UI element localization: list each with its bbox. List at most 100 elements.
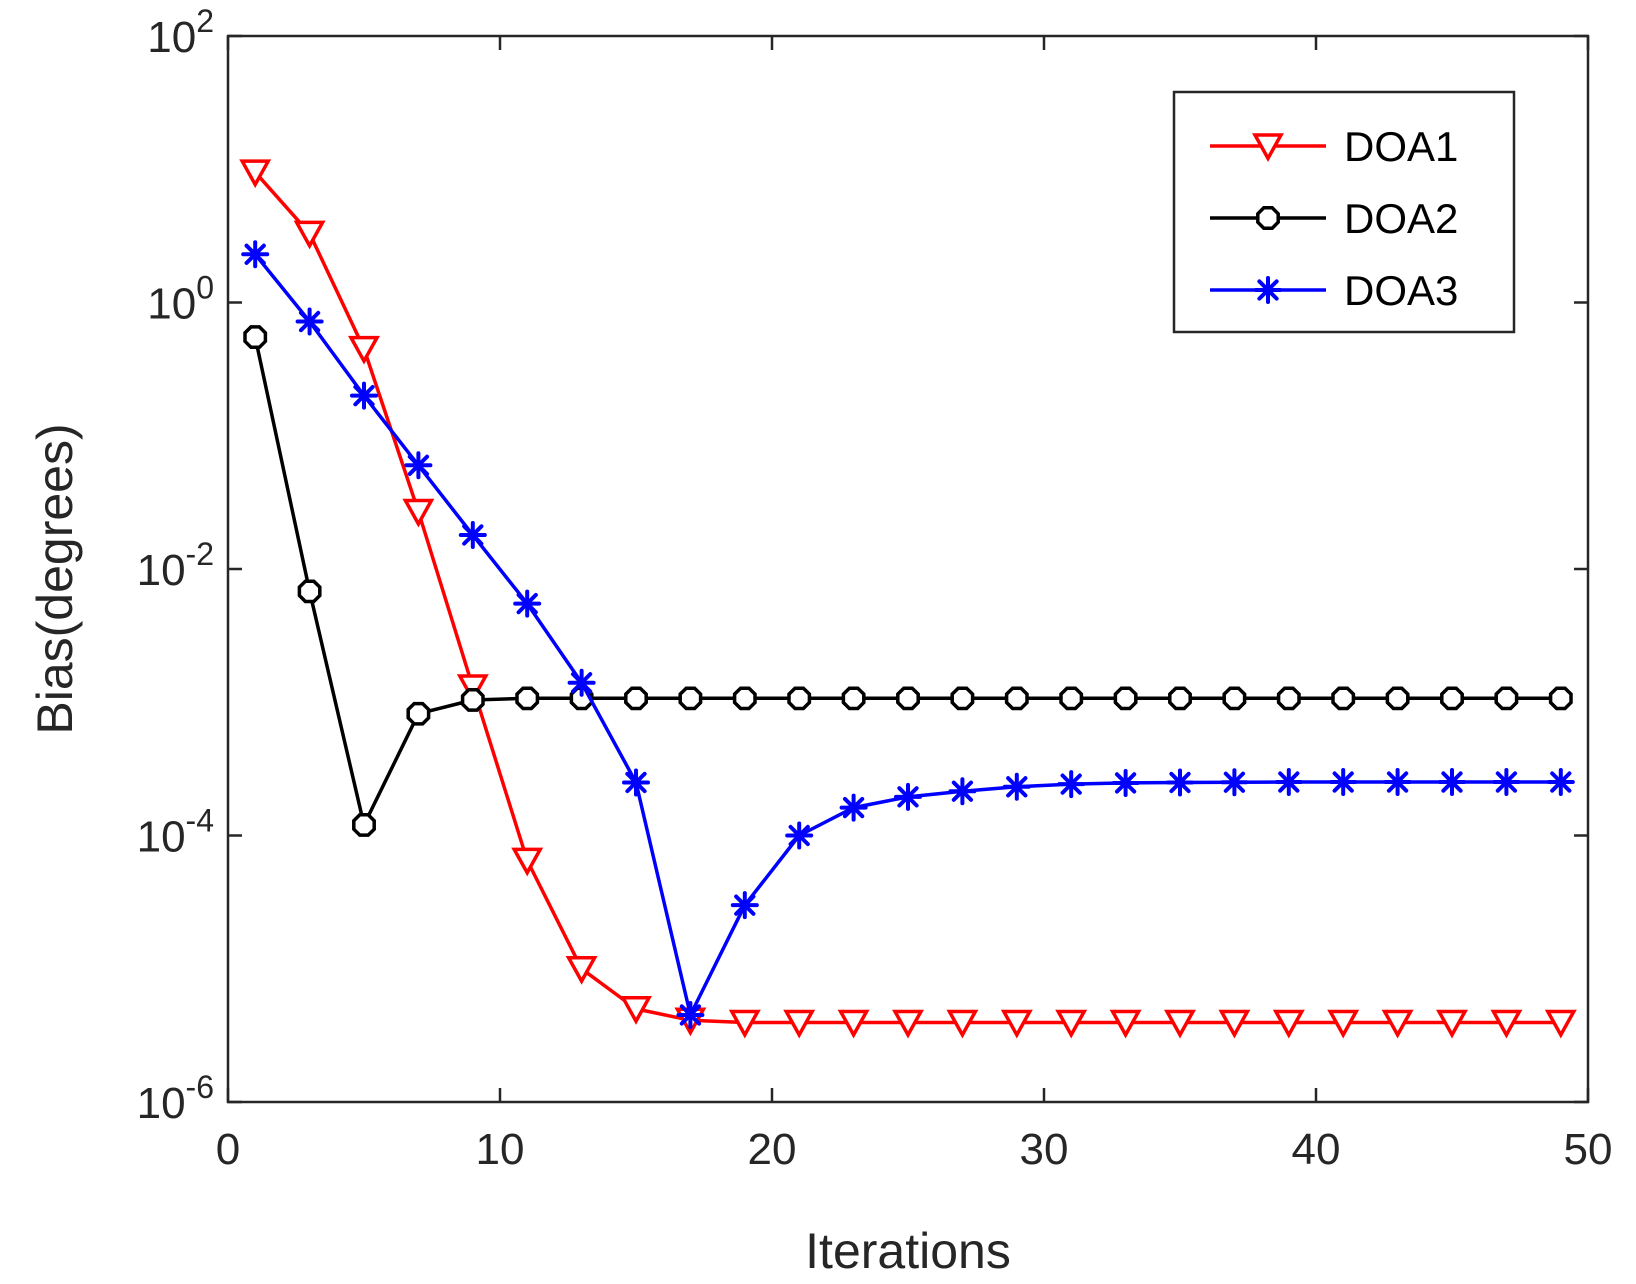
data-point-DOA3-41: [1329, 768, 1358, 797]
data-point-DOA3-25: [894, 782, 922, 811]
data-point-DOA1-3: [293, 220, 326, 250]
data-point-DOA2-43: [1385, 686, 1410, 711]
legend-entry-DOA3: DOA3: [1210, 267, 1458, 314]
y-tick-label--2: 10-2: [137, 536, 214, 595]
x-tick-label-20: 20: [748, 1125, 797, 1174]
data-point-DOA3-17: [676, 1000, 705, 1029]
legend-marker-DOA2: [1256, 206, 1280, 230]
data-point-DOA3-45: [1438, 768, 1466, 797]
data-point-DOA2-11: [515, 686, 540, 711]
data-point-DOA2-23: [841, 686, 866, 711]
data-point-DOA2-7: [406, 701, 431, 726]
legend-marker-DOA1: [1252, 133, 1284, 162]
data-point-DOA1-15: [620, 996, 652, 1025]
data-point-DOA2-39: [1276, 686, 1301, 711]
data-point-DOA2-35: [1168, 686, 1192, 711]
legend-entry-DOA2: DOA2: [1210, 195, 1458, 242]
data-point-DOA3-5: [350, 381, 378, 410]
legend-label-DOA3: DOA3: [1344, 267, 1458, 314]
plot-area: [239, 159, 1577, 1039]
data-point-DOA2-9: [460, 688, 485, 712]
series-DOA1: [239, 159, 1577, 1039]
data-point-DOA3-49: [1546, 768, 1575, 797]
x-tick-label-0: 0: [216, 1125, 240, 1174]
data-point-DOA1-27: [946, 1009, 979, 1039]
data-point-DOA3-39: [1274, 768, 1303, 797]
data-point-DOA3-21: [785, 821, 814, 850]
data-point-DOA3-23: [839, 793, 868, 822]
x-axis-title: Iterations: [805, 1223, 1011, 1279]
x-tick-label-40: 40: [1292, 1125, 1341, 1174]
data-point-DOA3-13: [567, 668, 596, 697]
data-point-DOA1-1: [239, 159, 272, 189]
x-tick-label-50: 50: [1564, 1125, 1613, 1174]
legend-entry-DOA1: DOA1: [1210, 123, 1458, 170]
legend-box: [1172, 90, 1516, 334]
y-tick-label-0: 100: [147, 270, 214, 329]
data-point-DOA1-37: [1218, 1009, 1251, 1039]
data-point-DOA2-31: [1059, 686, 1084, 711]
data-point-DOA1-25: [892, 1009, 924, 1039]
data-point-DOA2-5: [352, 813, 376, 837]
data-point-DOA3-7: [404, 451, 433, 480]
x-tick-label-10: 10: [476, 1125, 525, 1174]
data-point-DOA1-49: [1544, 1009, 1577, 1039]
y-tick-label--6: 10-6: [137, 1069, 214, 1128]
data-point-DOA1-41: [1327, 1009, 1360, 1039]
data-point-DOA3-47: [1492, 768, 1521, 797]
data-point-DOA2-49: [1548, 686, 1573, 711]
data-point-DOA1-39: [1272, 1009, 1305, 1039]
data-point-DOA2-19: [732, 686, 757, 711]
x-tick-label-30: 30: [1020, 1125, 1069, 1174]
data-point-DOA3-3: [295, 307, 324, 336]
data-point-DOA1-5: [348, 335, 380, 365]
legend-label-DOA1: DOA1: [1344, 123, 1458, 170]
data-point-DOA3-33: [1111, 768, 1140, 797]
data-point-DOA3-37: [1220, 768, 1249, 797]
legend-marker-DOA3: [1254, 276, 1282, 304]
data-point-DOA2-25: [896, 686, 920, 711]
data-point-DOA2-47: [1494, 686, 1519, 711]
data-point-DOA3-9: [458, 520, 487, 549]
data-point-DOA2-45: [1440, 686, 1464, 711]
data-point-DOA2-27: [950, 686, 975, 711]
data-point-DOA1-21: [783, 1009, 816, 1039]
data-point-DOA1-7: [402, 498, 435, 528]
data-point-DOA2-3: [297, 579, 322, 604]
data-point-DOA1-23: [837, 1009, 870, 1039]
data-point-DOA1-31: [1055, 1009, 1088, 1039]
data-point-DOA3-43: [1383, 768, 1412, 797]
data-point-DOA1-19: [728, 1009, 761, 1039]
data-point-DOA1-43: [1381, 1009, 1414, 1039]
series-DOA2: [243, 325, 1573, 837]
legend: DOA1 DOA2 DOA3: [1172, 90, 1516, 334]
data-point-DOA2-21: [787, 686, 812, 711]
data-point-DOA2-41: [1331, 686, 1356, 711]
y-axis-title: Bias(degrees): [27, 423, 83, 734]
data-point-DOA2-1: [243, 325, 268, 350]
y-tick-label-2: 102: [147, 3, 214, 62]
data-point-DOA3-11: [513, 589, 542, 618]
data-point-DOA1-13: [565, 955, 598, 985]
axes: 0 10 20 30 40 50 10-6 10-4 10-2 100 102: [137, 3, 1613, 1174]
data-point-DOA1-45: [1436, 1009, 1468, 1039]
data-point-DOA3-15: [622, 768, 650, 797]
data-point-DOA2-33: [1113, 686, 1138, 711]
data-point-DOA2-29: [1004, 686, 1029, 711]
data-point-DOA3-31: [1057, 770, 1086, 799]
y-tick-label--4: 10-4: [137, 803, 214, 862]
data-point-DOA1-33: [1109, 1009, 1142, 1039]
data-point-DOA2-17: [678, 686, 703, 711]
data-point-DOA1-29: [1000, 1009, 1033, 1039]
data-point-DOA1-11: [511, 847, 544, 877]
data-point-DOA3-29: [1002, 772, 1031, 801]
data-point-DOA3-1: [241, 240, 270, 269]
data-point-DOA2-15: [624, 686, 648, 711]
data-point-DOA3-19: [730, 891, 759, 920]
series-DOA3: [241, 240, 1575, 1029]
data-point-DOA1-35: [1164, 1009, 1196, 1039]
data-point-DOA3-35: [1166, 768, 1194, 797]
data-point-DOA1-47: [1490, 1009, 1523, 1039]
data-point-DOA2-37: [1222, 686, 1247, 711]
data-point-DOA3-27: [948, 777, 977, 806]
